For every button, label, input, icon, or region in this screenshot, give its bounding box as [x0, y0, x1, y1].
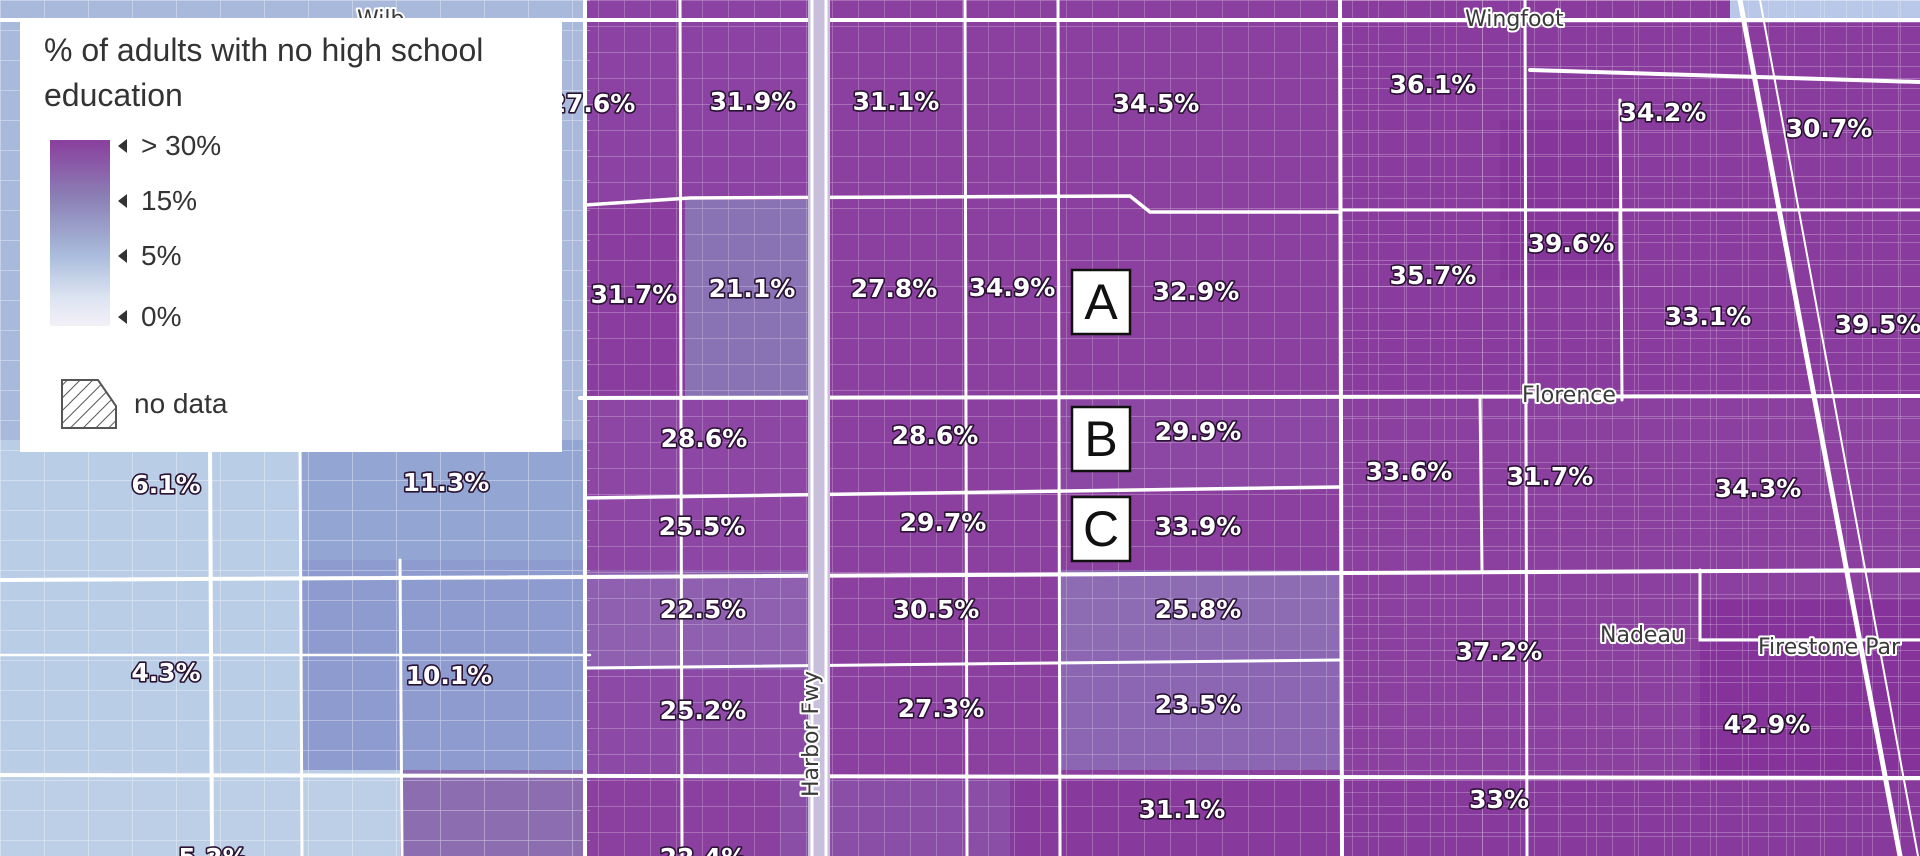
tract-label: 30.5%	[893, 595, 980, 624]
tract-label: 29.7%	[900, 508, 987, 537]
tract-labels: 27.6% 31.9% 31.1% 34.5% 36.1% 34.2% 30.7…	[130, 68, 1920, 856]
tract-label: 36.1%	[1390, 70, 1477, 99]
no-data-hatch-icon	[61, 379, 117, 429]
tract-label: 22.5%	[660, 595, 747, 624]
tract-label: 34.9%	[969, 273, 1056, 302]
tract-label: 42.9%	[1724, 710, 1811, 739]
legend-color-ramp	[50, 140, 110, 326]
tract-label: 29.9%	[1155, 417, 1242, 446]
tract-label: 28.6%	[892, 421, 979, 450]
tract-label: 37.2%	[1456, 637, 1543, 666]
tract-label: 25.8%	[1155, 595, 1242, 624]
tract-label: 21.1%	[709, 274, 796, 303]
legend-title: % of adults with no high school educatio…	[44, 32, 484, 113]
tract-label: 25.2%	[660, 696, 747, 725]
tract-label: 27.3%	[898, 694, 985, 723]
street-label-firestone: Firestone Par	[1758, 635, 1901, 660]
tract-label: 33.9%	[1155, 512, 1242, 541]
street-label-harbor-fwy: Harbor Fwy	[799, 671, 824, 797]
tract-label: 5.2%	[178, 843, 247, 856]
tract-label: 39.5%	[1835, 310, 1920, 339]
pointer-triangle-icon	[118, 248, 127, 263]
tract-label: 33%	[1469, 785, 1529, 814]
legend-panel: % of adults with no high school educatio…	[20, 18, 562, 452]
tract-label: 31.7%	[1507, 462, 1594, 491]
tract-label: 33.6%	[1366, 457, 1453, 486]
tract-label: 27.8%	[851, 274, 938, 303]
tract-label: 4.3%	[131, 658, 200, 687]
tract-label: 30.7%	[1786, 114, 1873, 143]
tract-label: 34.2%	[1620, 98, 1707, 127]
legend-nodata-label: no data	[134, 388, 228, 419]
tract-label: 27.6%	[549, 89, 636, 118]
marker-c-label: C	[1083, 501, 1119, 557]
tract-label: 31.9%	[710, 87, 797, 116]
marker-b: B	[1070, 405, 1132, 473]
street-labels: Wingfoot Florence Nadeau Firestone Par W…	[355, 5, 1903, 799]
tract-label: 10.1%	[406, 661, 493, 690]
legend-break: 0%	[118, 301, 181, 333]
tract-label: 31.7%	[591, 280, 678, 309]
legend-break-label: > 30%	[141, 130, 222, 161]
legend-break-label: 5%	[141, 240, 182, 271]
pointer-triangle-icon	[118, 193, 127, 208]
marker-b-label: B	[1084, 411, 1117, 467]
tract-label: 11.3%	[403, 468, 490, 497]
tract-label: 23.5%	[1155, 690, 1242, 719]
tract-label: 28.6%	[661, 424, 748, 453]
tract-label: 31.1%	[1139, 795, 1226, 824]
legend-break-label: 15%	[141, 185, 198, 216]
callout-markers: A B C	[1070, 268, 1132, 563]
legend-break: 15%	[118, 185, 197, 217]
legend-break: 5%	[118, 240, 181, 272]
legend-break-label: 0%	[141, 301, 182, 332]
street-label-florence: Florence	[1522, 383, 1616, 408]
street-label-nadeau: Nadeau	[1600, 623, 1685, 648]
tract-label: 32.9%	[1153, 277, 1240, 306]
marker-c: C	[1070, 495, 1132, 563]
tract-label: 22.4%	[660, 843, 747, 856]
harbor-freeway	[808, 0, 830, 856]
tract-label: 31.1%	[853, 87, 940, 116]
street-label-wingfoot: Wingfoot	[1465, 7, 1564, 32]
marker-a-label: A	[1084, 274, 1118, 330]
tract-label: 34.5%	[1113, 89, 1200, 118]
pointer-triangle-icon	[118, 138, 127, 153]
pointer-triangle-icon	[118, 309, 127, 324]
tract-label: 6.1%	[131, 470, 200, 499]
tract-label: 39.6%	[1528, 229, 1615, 258]
tract-label: 35.7%	[1390, 261, 1477, 290]
marker-a: A	[1070, 268, 1132, 336]
legend-break: > 30%	[118, 130, 221, 162]
tract-label: 33.1%	[1665, 302, 1752, 331]
tract-label: 25.5%	[659, 512, 746, 541]
tract-label: 34.3%	[1715, 474, 1802, 503]
